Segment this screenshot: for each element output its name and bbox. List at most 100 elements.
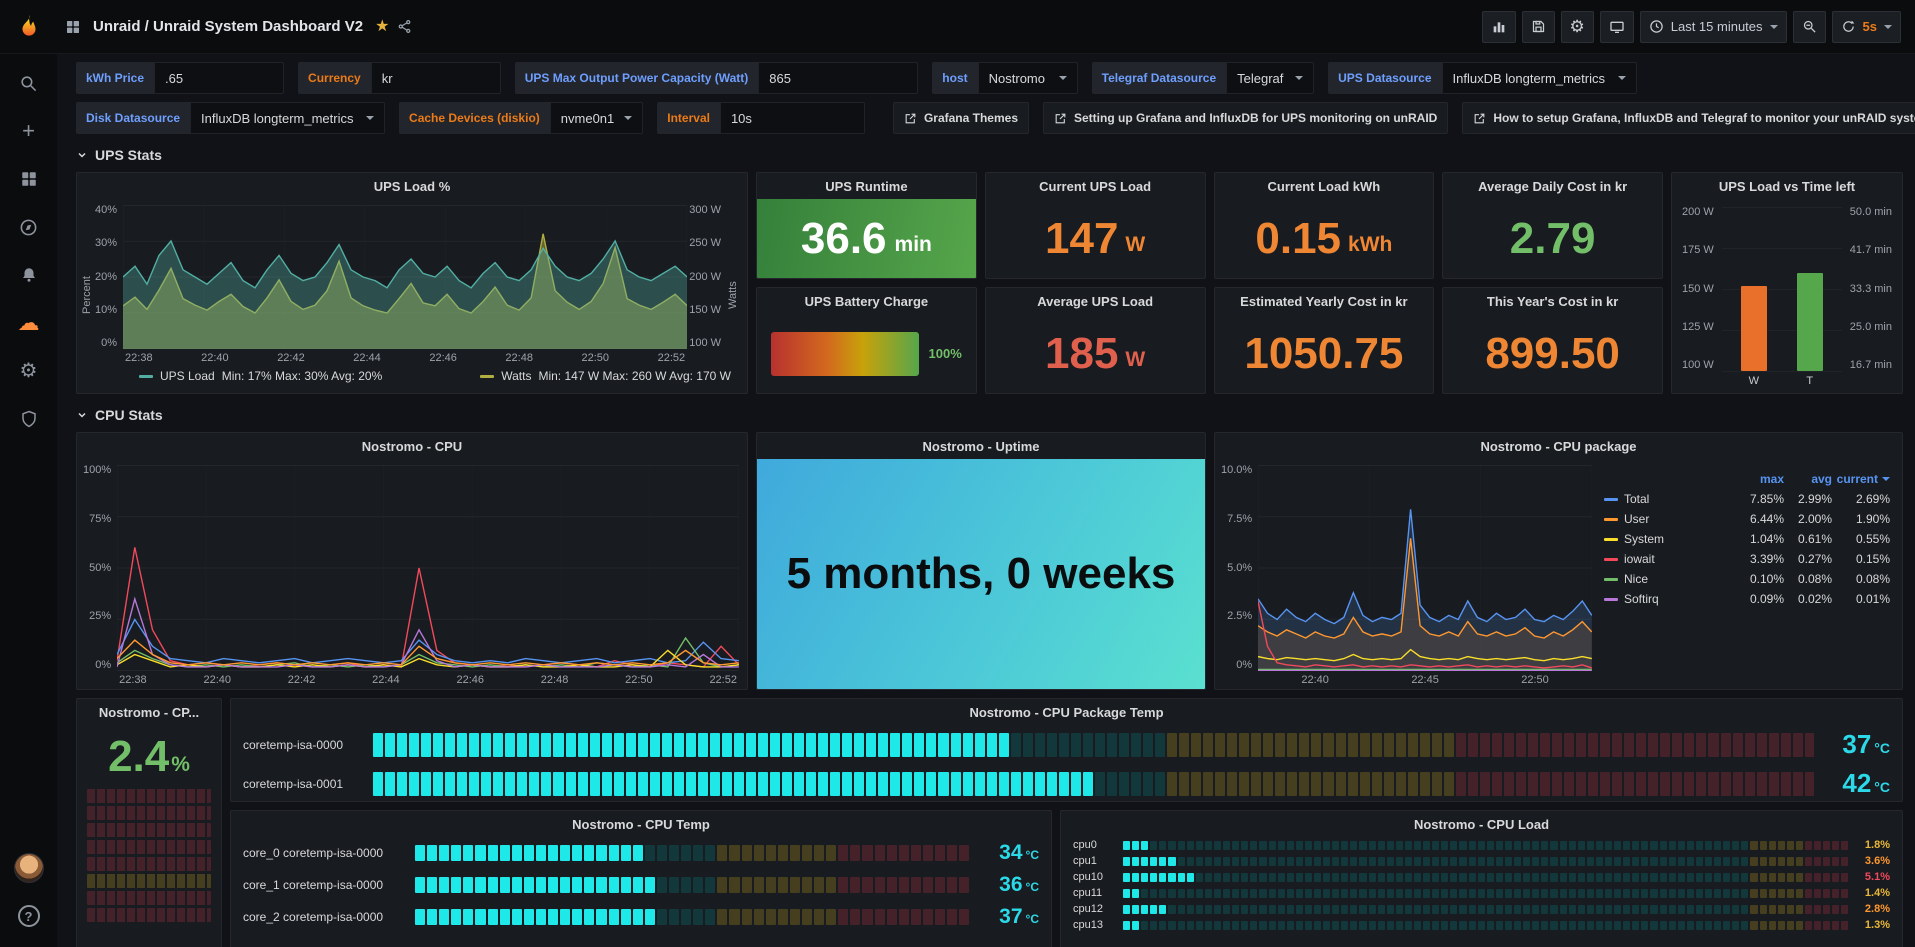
variable-telegraf-datasource: Telegraf Datasource Telegraf (1091, 62, 1315, 94)
panel-title[interactable]: Average UPS Load (1037, 293, 1154, 309)
panel-title[interactable]: UPS Runtime (825, 178, 908, 194)
panel-title[interactable]: Current UPS Load (1039, 178, 1152, 194)
x-axis-ticks: 22:38 22:40 22:42 22:44 22:46 22:48 22:5… (117, 671, 739, 689)
led-track (415, 909, 969, 925)
timeseries-plot[interactable] (117, 465, 739, 671)
legend-item[interactable]: Watts Min: 147 W Max: 260 W Avg: 170 W (480, 369, 731, 383)
kwh-price-input[interactable] (154, 62, 285, 94)
section-ups-stats[interactable]: UPS Stats (76, 142, 1903, 168)
dashboard-settings-button[interactable]: ⚙ (1560, 10, 1594, 43)
legend-name: UPS Load (160, 369, 215, 383)
panel-title[interactable]: Current Load kWh (1267, 178, 1381, 194)
search-icon[interactable] (8, 66, 50, 100)
host-select[interactable]: Nostromo (977, 62, 1078, 94)
panel-title[interactable]: Nostromo - CPU Package Temp (969, 704, 1164, 720)
panel-nostromo-cpu-temp: Nostromo - CPU Temp core_0 coretemp-isa-… (230, 810, 1052, 947)
battery-percent: 100% (928, 346, 962, 361)
panel-title[interactable]: This Year's Cost in kr (1486, 293, 1619, 309)
link-grafana-themes[interactable]: Grafana Themes (892, 102, 1029, 134)
zoom-out-time-button[interactable] (1792, 10, 1826, 43)
user-avatar[interactable] (8, 851, 50, 885)
bar-gauge-grid (1721, 207, 1842, 372)
tick: 0% (95, 659, 112, 671)
save-dashboard-button[interactable] (1521, 10, 1555, 43)
create-plus-icon[interactable]: + (22, 118, 35, 143)
legend-name[interactable]: System (1624, 532, 1665, 546)
panel-ups-battery-charge: UPS Battery Charge 100% (756, 287, 977, 394)
avatar-image (13, 853, 44, 883)
led-row-label: cpu13 (1073, 919, 1103, 931)
explore-compass-icon[interactable] (8, 210, 50, 244)
legend-header-avg[interactable]: avg (1811, 472, 1832, 486)
timeseries-plot[interactable] (1258, 465, 1592, 671)
variable-currency: Currency (298, 62, 501, 94)
y-axis-ticks-left: 200 W 175 W 150 W 125 W 100 W (1682, 207, 1714, 389)
favorite-star-icon[interactable]: ★ (375, 17, 390, 35)
stat-value: 1050.75 (1244, 328, 1404, 378)
panel-title[interactable]: Nostromo - CPU (361, 438, 463, 454)
cloud-icon[interactable]: ☁ (17, 310, 40, 335)
alerting-bell-icon[interactable] (8, 258, 50, 292)
led-gauge-row: cpu12 2.8% (1061, 903, 1902, 915)
led-gauge-row: core_1 coretemp-isa-0000 36 °C (231, 873, 1051, 897)
admin-shield-icon[interactable] (8, 402, 50, 436)
panel-title[interactable]: Nostromo - Uptime (922, 438, 1040, 454)
time-range-picker[interactable]: Last 15 minutes (1639, 10, 1787, 43)
panel-title[interactable]: Nostromo - CPU Temp (572, 816, 710, 832)
tick: 100 W (689, 337, 721, 349)
bar-gauge-plot: W T (1721, 207, 1842, 389)
link-setup-guide[interactable]: How to setup Grafana, InfluxDB and Teleg… (1462, 102, 1915, 134)
stat-value: 36.6 (800, 213, 887, 263)
share-icon[interactable] (397, 19, 412, 34)
legend-name[interactable]: Nice (1624, 572, 1649, 586)
configuration-gear-icon[interactable]: ⚙ (19, 360, 38, 382)
interval-input[interactable] (719, 102, 865, 134)
sort-caret-icon (1882, 477, 1890, 481)
led-gauge-row: core_2 coretemp-isa-0000 37 °C (231, 905, 1051, 929)
tick: 22:48 (505, 352, 533, 364)
currency-input[interactable] (370, 62, 501, 94)
cycle-view-mode-button[interactable] (1599, 10, 1634, 43)
panel-this-years-cost: This Year's Cost in kr 899.50 (1442, 287, 1663, 394)
panel-title[interactable]: Nostromo - CPU Load (1413, 816, 1550, 832)
telegraf-datasource-select[interactable]: Telegraf (1226, 62, 1315, 94)
dashboards-icon[interactable] (8, 162, 50, 196)
disk-datasource-select[interactable]: InfluxDB longterm_metrics (190, 102, 386, 134)
legend-header-current[interactable]: current (1832, 472, 1890, 486)
link-ups-monitoring-guide[interactable]: Setting up Grafana and InfluxDB for UPS … (1043, 102, 1449, 134)
legend-header-max[interactable]: max (1759, 472, 1784, 486)
panel-title[interactable]: UPS Load % (373, 178, 451, 194)
led-row-value: 1.4% (1864, 887, 1890, 899)
legend-name[interactable]: Total (1624, 492, 1650, 506)
variables-row-1: kWh Price Currency UPS Max Output Power … (76, 62, 1903, 94)
panel-title[interactable]: Nostromo - CPU package (1480, 438, 1637, 454)
panel-title[interactable]: Estimated Yearly Cost in kr (1240, 293, 1408, 309)
stat-unit: W (1125, 347, 1146, 371)
panel-title[interactable]: UPS Load vs Time left (1718, 178, 1856, 194)
legend-name[interactable]: Softirq (1624, 592, 1659, 606)
led-gauge-row: coretemp-isa-0000 37 °C (231, 729, 1902, 760)
legend-item[interactable]: UPS Load Min: 17% Max: 30% Avg: 20% (139, 369, 382, 383)
tick: 22:52 (709, 674, 737, 686)
led-row-label: core_1 coretemp-isa-0000 (243, 878, 384, 892)
ups-max-output-input[interactable] (758, 62, 919, 94)
cache-devices-select[interactable]: nvme0n1 (549, 102, 644, 134)
stat-body: 147 W (986, 199, 1205, 278)
panel-title[interactable]: Nostromo - CP... (98, 704, 200, 720)
ups-datasource-select[interactable]: InfluxDB longterm_metrics (1441, 62, 1637, 94)
add-panel-button[interactable] (1481, 10, 1516, 43)
legend-color-dash (480, 374, 495, 378)
led-row-label: core_0 coretemp-isa-0000 (243, 846, 384, 860)
legend-name[interactable]: User (1624, 512, 1650, 526)
panel-average-daily-cost: Average Daily Cost in kr 2.79 (1442, 172, 1663, 279)
cpu-package-body: 10.0% 7.5% 5.0% 2.5% 0% 22:40 22:45 22:5… (1215, 459, 1902, 689)
grafana-logo[interactable] (0, 14, 57, 40)
dashboard-grid-icon[interactable] (65, 19, 81, 35)
timeseries-plot[interactable] (123, 205, 688, 349)
panel-title[interactable]: UPS Battery Charge (804, 293, 929, 309)
legend-name[interactable]: iowait (1624, 552, 1655, 566)
section-cpu-stats[interactable]: CPU Stats (76, 402, 1903, 428)
refresh-picker[interactable]: 5s (1831, 10, 1901, 43)
panel-title[interactable]: Average Daily Cost in kr (1478, 178, 1628, 194)
help-icon[interactable]: ? (8, 899, 50, 933)
